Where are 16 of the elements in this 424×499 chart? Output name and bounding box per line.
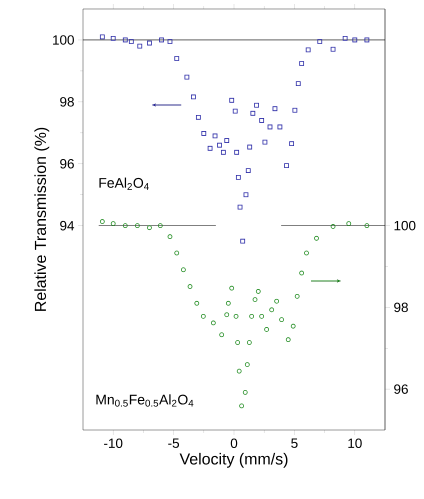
y-tick-label: 100 bbox=[53, 35, 74, 45]
annotation: FeAl$_{2}$O$_{4}$ bbox=[99, 178, 149, 190]
y-tick-label: 98 bbox=[60, 97, 74, 107]
y2-tick-label: 96 bbox=[394, 384, 408, 394]
annotation: Mn$_{0.5}$Fe$_{0.5}$Al$_{2}$O$_{4}$ bbox=[96, 394, 194, 407]
y-axis-title: Relative Transmission (%) bbox=[34, 128, 50, 311]
y2-tick-label: 100 bbox=[394, 220, 416, 230]
x-tick-label: 10 bbox=[348, 438, 362, 448]
x-axis-title: Velocity (mm/s) bbox=[180, 452, 288, 468]
x-tick-label: 5 bbox=[291, 438, 298, 448]
x-tick-label: -10 bbox=[104, 438, 122, 448]
y2-tick-label: 98 bbox=[394, 302, 408, 312]
y-tick-label: 96 bbox=[60, 159, 74, 169]
x-tick-label: -5 bbox=[168, 438, 180, 448]
y-tick-label: 94 bbox=[60, 220, 74, 230]
x-tick-label: 0 bbox=[230, 438, 238, 448]
